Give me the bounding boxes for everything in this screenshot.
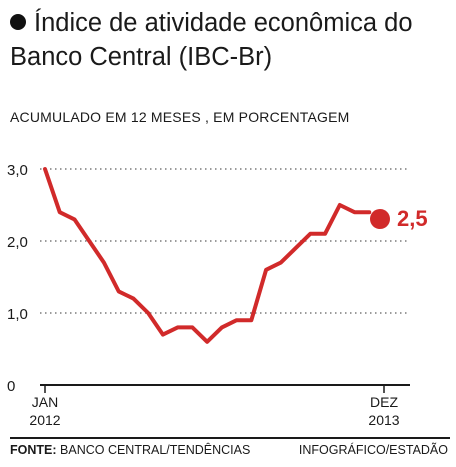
x-tick-label: JAN: [32, 394, 58, 410]
series-line: [43, 167, 372, 344]
line-chart: 0 1,0 2,0 3,0 JAN 2012 DEZ 2013 2,5: [7, 162, 428, 428]
source-label: FONTE:: [10, 443, 57, 457]
y-tick-label: 3,0: [7, 162, 28, 179]
x-tick-label: 2012: [29, 412, 60, 428]
footer: FONTE: BANCO CENTRAL/TENDÊNCIAS INFOGRÁF…: [0, 437, 456, 467]
chart-title: Índice de atividade econômica do Banco C…: [10, 6, 450, 74]
credit-text: INFOGRÁFICO/ESTADÃO: [298, 443, 448, 457]
chart-title-text: Índice de atividade econômica do Banco C…: [10, 9, 413, 71]
footer-divider: [10, 437, 450, 439]
source-text: BANCO CENTRAL/TENDÊNCIAS: [60, 443, 251, 457]
source-line: FONTE: BANCO CENTRAL/TENDÊNCIAS: [10, 443, 250, 457]
y-tick-label: 0: [7, 378, 15, 395]
y-tick-label: 2,0: [7, 234, 28, 251]
y-tick-label: 1,0: [7, 306, 28, 323]
highlight-point: [370, 209, 390, 229]
x-tick-label: 2013: [368, 412, 399, 428]
bullet-icon: [10, 14, 26, 30]
highlight-label: 2,5: [397, 206, 428, 231]
x-tick-label: DEZ: [370, 394, 398, 410]
chart-subtitle: ACUMULADO EM 12 MESES , EM PORCENTAGEM: [10, 109, 350, 125]
